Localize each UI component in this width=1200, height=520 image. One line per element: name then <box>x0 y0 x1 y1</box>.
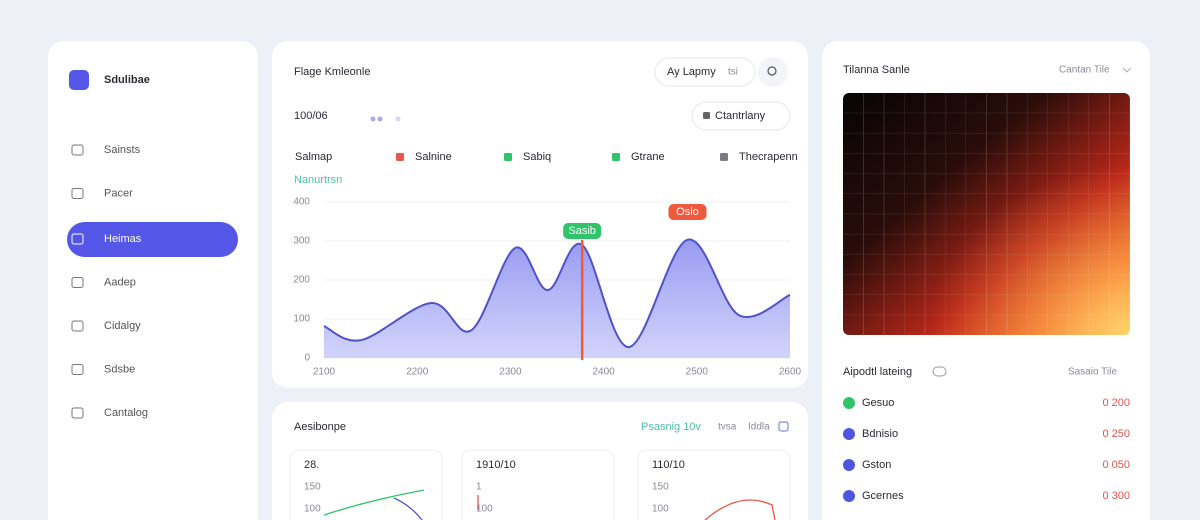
legend-entry: Sabiq <box>523 151 551 163</box>
tab[interactable]: tvsa <box>718 422 737 433</box>
mini-tick: 100 <box>304 504 321 515</box>
dot <box>377 116 383 122</box>
list-name: Gcernes <box>862 490 904 502</box>
x-tick-label: 2100 <box>313 367 336 378</box>
nav-item[interactable]: Sdsbe <box>104 363 135 375</box>
nav-icon <box>71 320 84 332</box>
mini-line <box>704 499 776 520</box>
y-tick-label: 0 <box>304 353 310 364</box>
button-label: Ctantrlany <box>715 110 766 122</box>
dot <box>370 116 376 122</box>
mini-tick: 100 <box>476 504 493 515</box>
legend-swatch <box>612 153 620 161</box>
list-dot <box>843 459 855 471</box>
nav-item[interactable]: Heimas <box>104 233 142 245</box>
x-tick-label: 2500 <box>686 367 709 378</box>
list-value: 0 300 <box>1102 490 1130 502</box>
sidebar <box>48 41 258 520</box>
annotation-label: Oslo <box>676 206 699 218</box>
list-value: 0 200 <box>1102 397 1130 409</box>
filter-label: Ay Lapmy <box>667 66 716 78</box>
button-icon <box>703 112 710 119</box>
x-tick-label: 2300 <box>499 367 522 378</box>
x-tick-label: 2600 <box>779 367 802 378</box>
tab[interactable]: Iddla <box>748 422 770 433</box>
nav-icon <box>71 407 84 419</box>
dot <box>395 116 401 122</box>
mini-value: 28. <box>304 459 319 471</box>
mini-card <box>637 449 791 520</box>
list-name: Bdnisio <box>862 428 898 440</box>
list-dot <box>843 490 855 502</box>
mini-line <box>323 489 425 516</box>
nav-item[interactable]: Cidalgy <box>104 320 141 332</box>
nav-item[interactable]: Aadep <box>104 276 136 288</box>
nav-icon <box>71 364 84 375</box>
list-value: 0 250 <box>1102 428 1130 440</box>
y-tick-label: 200 <box>293 275 310 286</box>
filter-hint: tsi <box>728 67 738 78</box>
mini-card <box>461 449 615 520</box>
activity-period: Psasnig 10v <box>641 421 701 433</box>
search-icon <box>767 66 777 76</box>
nav-icon <box>71 144 84 156</box>
nav-active[interactable] <box>67 222 238 257</box>
nav-item[interactable]: Sainsts <box>104 144 141 156</box>
heat-title: Tilanna Sanle <box>843 64 910 76</box>
mini-tick: 1 <box>476 482 482 493</box>
annotation-badge <box>563 223 602 239</box>
search-button[interactable] <box>758 57 788 87</box>
heat-select[interactable]: Cantan Tile <box>1059 65 1110 76</box>
annotation-label: Sasib <box>568 225 596 237</box>
legend-entry: Salnine <box>415 151 452 163</box>
mini-tick: 150 <box>652 482 669 493</box>
heatmap-grid <box>843 93 1130 335</box>
nav-item[interactable]: Pacer <box>104 187 133 199</box>
activity-title: Aesibonpe <box>294 421 346 433</box>
mini-value: 110/10 <box>652 459 685 471</box>
nav-icon <box>71 277 84 288</box>
logo <box>69 70 89 90</box>
x-tick-label: 2200 <box>406 367 429 378</box>
nav-item[interactable]: Cantalog <box>104 407 148 419</box>
y-tick-label: 400 <box>293 197 310 208</box>
mini-tick: 100 <box>652 504 669 515</box>
y-tick-label: 300 <box>293 236 310 247</box>
legend-swatch <box>720 153 728 161</box>
list-name: Gston <box>862 459 891 471</box>
chevron <box>1122 67 1132 73</box>
filter[interactable] <box>654 57 756 87</box>
mini-card <box>289 449 443 520</box>
line <box>323 238 791 349</box>
legend-entry: Gtrane <box>631 151 665 163</box>
x-tick-label: 2400 <box>592 367 615 378</box>
list-title: Aipodtl lateing <box>843 366 912 378</box>
mini-line <box>393 497 423 520</box>
nav-icon <box>71 188 84 199</box>
area <box>324 239 790 358</box>
action-button[interactable] <box>691 101 791 131</box>
expand-icon[interactable] <box>778 421 789 432</box>
legend-swatch <box>504 153 512 161</box>
y-tick-label: 100 <box>293 314 310 325</box>
legend-label: Salmap <box>295 151 332 163</box>
annotation-badge <box>668 204 707 220</box>
nav-icon <box>71 233 84 245</box>
list-icon <box>932 366 947 377</box>
mini-value: 1910/10 <box>476 459 516 471</box>
legend-swatch <box>396 153 404 161</box>
chart-subtitle: Nanurtrsn <box>294 174 342 186</box>
list-dot <box>843 397 855 409</box>
list-value: 0 050 <box>1102 459 1130 471</box>
total: 100/06 <box>294 110 328 122</box>
chart-title: Flage Kmleonle <box>294 66 370 78</box>
list-name: Gesuo <box>862 397 894 409</box>
brand: Sdulibae <box>104 74 150 86</box>
list-select[interactable]: Sasaio Tile <box>1068 367 1117 378</box>
legend-entry: Thecrapenn <box>739 151 798 163</box>
mini-tick: 150 <box>304 482 321 493</box>
list-dot <box>843 428 855 440</box>
